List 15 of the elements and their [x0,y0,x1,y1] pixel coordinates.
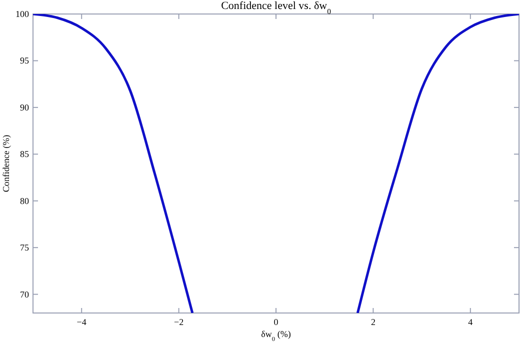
y-axis-title: Confidence (%) [1,134,11,192]
x-tick-label: 0 [274,317,279,327]
chart-title: Confidence level vs. δw$_{0}$ [221,0,332,16]
y-tick-label: 80 [20,196,30,206]
y-tick-label: 90 [20,102,30,112]
x-tick-label: 4 [468,317,474,327]
y-tick-label: 100 [16,9,30,19]
y-tick-label: 95 [20,56,30,66]
y-tick-label: 70 [20,289,30,300]
y-tick-label: 85 [20,149,30,160]
x-tick-label: 2 [370,317,376,327]
x-tick-label: −2 [174,317,184,327]
y-tick-label: 75 [20,242,30,253]
x-tick-label: −4 [76,317,87,327]
x-axis-title: δw$_{0}$ (%) [261,329,291,342]
